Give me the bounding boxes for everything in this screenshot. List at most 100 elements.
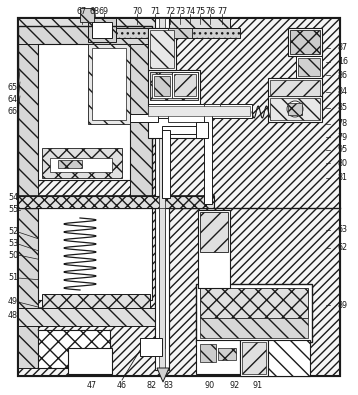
Circle shape <box>287 101 303 117</box>
Bar <box>288 28 322 56</box>
Text: 91: 91 <box>253 380 263 389</box>
Polygon shape <box>157 368 169 382</box>
Bar <box>116 28 240 38</box>
Bar <box>80 8 94 22</box>
Text: 75: 75 <box>195 8 205 17</box>
Bar <box>298 58 320 76</box>
Bar <box>38 208 152 300</box>
Text: 95: 95 <box>338 145 348 154</box>
Text: 79: 79 <box>338 132 348 141</box>
Text: 84: 84 <box>338 88 348 96</box>
Bar <box>130 114 158 122</box>
Bar <box>92 22 112 38</box>
Bar <box>198 210 230 288</box>
Text: 49: 49 <box>8 297 18 307</box>
Bar <box>150 72 198 100</box>
Bar <box>162 130 170 198</box>
Text: 85: 85 <box>338 103 348 113</box>
Text: 73: 73 <box>175 8 185 17</box>
Text: 54: 54 <box>8 194 18 203</box>
Text: 64: 64 <box>8 96 18 105</box>
Text: 81: 81 <box>338 173 348 182</box>
Text: 76: 76 <box>205 8 215 17</box>
Bar <box>148 70 200 138</box>
Bar <box>268 78 322 98</box>
Bar <box>270 80 320 96</box>
Text: 50: 50 <box>8 250 18 260</box>
Bar <box>88 44 130 124</box>
Bar <box>200 318 308 338</box>
Text: 77: 77 <box>217 8 227 17</box>
Bar <box>174 74 196 96</box>
Bar <box>159 18 165 348</box>
Bar <box>268 340 310 376</box>
Bar <box>200 212 228 252</box>
Bar <box>168 114 204 122</box>
Bar <box>196 284 312 342</box>
Text: 51: 51 <box>8 273 18 282</box>
Bar <box>42 294 150 308</box>
Bar <box>204 114 212 204</box>
Bar <box>196 122 208 138</box>
Bar <box>18 26 152 198</box>
Text: 70: 70 <box>132 8 142 17</box>
Bar <box>159 208 165 370</box>
Bar <box>155 18 169 338</box>
Text: 63: 63 <box>338 226 348 235</box>
Text: 52: 52 <box>8 228 18 237</box>
Bar <box>172 72 198 98</box>
Text: 82: 82 <box>147 380 157 389</box>
Bar <box>162 126 204 134</box>
Bar <box>154 76 170 96</box>
Text: 80: 80 <box>338 158 348 167</box>
Bar <box>18 208 38 368</box>
Text: 53: 53 <box>8 239 18 248</box>
Bar <box>88 18 116 42</box>
Bar <box>18 26 152 44</box>
Bar <box>168 28 192 38</box>
Bar <box>240 340 268 376</box>
Bar <box>38 330 110 368</box>
Bar <box>68 348 112 374</box>
Text: 92: 92 <box>230 380 240 389</box>
Bar <box>92 48 126 120</box>
Text: 55: 55 <box>8 205 18 214</box>
Bar <box>152 74 172 98</box>
Bar <box>200 288 308 318</box>
Text: 83: 83 <box>163 380 173 389</box>
Bar <box>42 148 122 178</box>
Bar <box>18 18 340 376</box>
Bar <box>38 44 130 180</box>
Text: 46: 46 <box>117 380 127 389</box>
Text: 62: 62 <box>338 243 348 252</box>
Bar <box>242 342 266 374</box>
Bar <box>155 208 169 370</box>
Bar <box>196 340 240 374</box>
Bar <box>18 26 38 198</box>
Text: 74: 74 <box>185 8 195 17</box>
Bar <box>296 56 322 78</box>
Bar <box>18 196 214 208</box>
Bar <box>50 158 112 172</box>
Text: 66: 66 <box>8 107 18 117</box>
Text: 65: 65 <box>8 83 18 92</box>
Bar <box>204 104 220 114</box>
Bar <box>218 348 236 360</box>
Text: 68: 68 <box>90 8 100 17</box>
Text: 69: 69 <box>99 8 109 17</box>
Bar <box>148 106 250 116</box>
Bar <box>18 308 156 326</box>
Text: 71: 71 <box>150 8 160 17</box>
Bar <box>130 26 152 198</box>
Bar <box>288 103 302 115</box>
Bar <box>148 28 176 70</box>
Bar <box>268 96 322 122</box>
Text: 89: 89 <box>338 301 348 310</box>
Bar <box>270 98 320 120</box>
Text: 67: 67 <box>77 8 87 17</box>
Text: 90: 90 <box>205 380 215 389</box>
Text: 87: 87 <box>338 43 348 53</box>
Bar <box>150 30 174 68</box>
Bar <box>200 344 216 362</box>
Bar <box>140 338 162 356</box>
